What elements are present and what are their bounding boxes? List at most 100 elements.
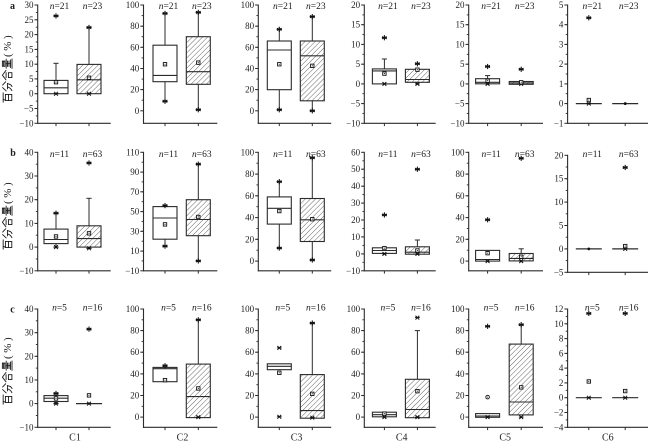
- svg-text:−1: −1: [554, 118, 564, 128]
- svg-text:100: 100: [241, 0, 255, 10]
- svg-text:5: 5: [559, 221, 564, 231]
- svg-text:n=11: n=11: [159, 150, 179, 160]
- svg-text:0: 0: [250, 412, 255, 422]
- svg-text:80: 80: [130, 326, 140, 336]
- svg-text:0: 0: [460, 79, 465, 89]
- svg-text:60: 60: [245, 191, 255, 201]
- svg-text:100: 100: [126, 0, 140, 10]
- svg-text:10: 10: [554, 319, 564, 329]
- svg-text:0: 0: [356, 249, 361, 259]
- svg-text:15: 15: [25, 44, 35, 54]
- svg-text:n=16: n=16: [83, 303, 103, 313]
- svg-text:n=11: n=11: [378, 150, 398, 160]
- svg-text:b: b: [10, 148, 16, 159]
- svg-text:n=63: n=63: [411, 150, 431, 160]
- svg-text:40: 40: [351, 369, 361, 379]
- svg-text:40: 40: [25, 147, 35, 157]
- svg-text:20: 20: [351, 215, 361, 225]
- svg-text:−10: −10: [19, 422, 34, 432]
- svg-text:n=11: n=11: [583, 150, 603, 160]
- svg-text:n=21: n=21: [273, 2, 293, 12]
- svg-text:n=63: n=63: [83, 150, 103, 160]
- svg-text:80: 80: [245, 169, 255, 179]
- svg-text:60: 60: [456, 191, 466, 201]
- svg-text:12: 12: [554, 304, 563, 314]
- svg-text:40: 40: [456, 213, 466, 223]
- svg-text:10: 10: [351, 39, 361, 49]
- svg-text:n=23: n=23: [83, 2, 103, 12]
- svg-text:(%): (%): [2, 335, 14, 359]
- svg-text:15: 15: [554, 174, 564, 184]
- svg-text:−4: −4: [554, 422, 564, 432]
- svg-text:−10: −10: [346, 266, 361, 276]
- svg-text:n=16: n=16: [515, 303, 535, 313]
- svg-text:n=16: n=16: [619, 303, 639, 313]
- svg-text:n=23: n=23: [306, 2, 326, 12]
- svg-text:C4: C4: [396, 433, 408, 443]
- svg-text:n=16: n=16: [306, 303, 326, 313]
- svg-text:n=21: n=21: [50, 2, 70, 12]
- svg-text:10: 10: [130, 246, 140, 256]
- svg-text:0: 0: [250, 256, 255, 266]
- svg-text:20: 20: [554, 150, 564, 160]
- svg-text:n=5: n=5: [52, 303, 67, 313]
- svg-text:C2: C2: [177, 433, 189, 443]
- svg-text:n=5: n=5: [585, 303, 600, 313]
- svg-text:0: 0: [29, 89, 34, 99]
- svg-text:n=63: n=63: [192, 150, 212, 160]
- svg-text:0: 0: [460, 256, 465, 266]
- svg-text:n=11: n=11: [50, 150, 70, 160]
- svg-text:n=5: n=5: [380, 303, 395, 313]
- svg-text:40: 40: [245, 369, 255, 379]
- svg-text:20: 20: [130, 85, 140, 95]
- svg-text:50: 50: [130, 207, 140, 217]
- svg-text:C6: C6: [602, 433, 614, 443]
- svg-text:110: 110: [126, 147, 140, 157]
- svg-text:0: 0: [135, 412, 140, 422]
- svg-text:20: 20: [130, 391, 140, 401]
- svg-text:0: 0: [250, 106, 255, 116]
- svg-text:−5: −5: [554, 267, 564, 277]
- svg-text:n=5: n=5: [161, 303, 176, 313]
- svg-text:−10: −10: [19, 118, 34, 128]
- svg-text:40: 40: [351, 181, 361, 191]
- svg-text:30: 30: [25, 0, 35, 10]
- svg-text:−5: −5: [351, 99, 361, 109]
- svg-text:30: 30: [130, 226, 140, 236]
- svg-text:100: 100: [451, 304, 465, 314]
- svg-text:5: 5: [29, 74, 34, 84]
- svg-text:10: 10: [25, 375, 35, 385]
- svg-text:30: 30: [351, 198, 361, 208]
- svg-text:60: 60: [130, 347, 140, 357]
- svg-text:−2: −2: [554, 408, 564, 418]
- svg-text:60: 60: [130, 42, 140, 52]
- svg-text:80: 80: [130, 21, 140, 31]
- svg-text:n=21: n=21: [582, 2, 602, 12]
- svg-text:n=63: n=63: [515, 150, 535, 160]
- svg-text:1: 1: [559, 79, 564, 89]
- svg-text:10: 10: [351, 232, 361, 242]
- svg-text:5: 5: [356, 59, 361, 69]
- svg-text:n=23: n=23: [411, 2, 431, 12]
- svg-text:2: 2: [559, 378, 564, 388]
- svg-text:80: 80: [245, 21, 255, 31]
- svg-text:40: 40: [130, 369, 140, 379]
- svg-text:n=21: n=21: [159, 2, 179, 12]
- svg-text:5: 5: [460, 59, 465, 69]
- svg-text:n=16: n=16: [411, 303, 431, 313]
- svg-text:−5: −5: [455, 99, 465, 109]
- svg-text:0: 0: [559, 99, 564, 109]
- svg-text:(%): (%): [2, 180, 14, 204]
- svg-text:100: 100: [241, 304, 255, 314]
- svg-text:25: 25: [25, 15, 35, 25]
- svg-text:20: 20: [456, 234, 466, 244]
- svg-text:C5: C5: [499, 433, 511, 443]
- svg-text:10: 10: [456, 39, 466, 49]
- svg-text:20: 20: [25, 351, 35, 361]
- svg-text:2: 2: [559, 59, 564, 69]
- svg-text:5: 5: [559, 0, 564, 10]
- svg-text:0: 0: [135, 106, 140, 116]
- svg-text:80: 80: [351, 326, 361, 336]
- svg-text:40: 40: [130, 64, 140, 74]
- svg-text:n=21: n=21: [481, 2, 501, 12]
